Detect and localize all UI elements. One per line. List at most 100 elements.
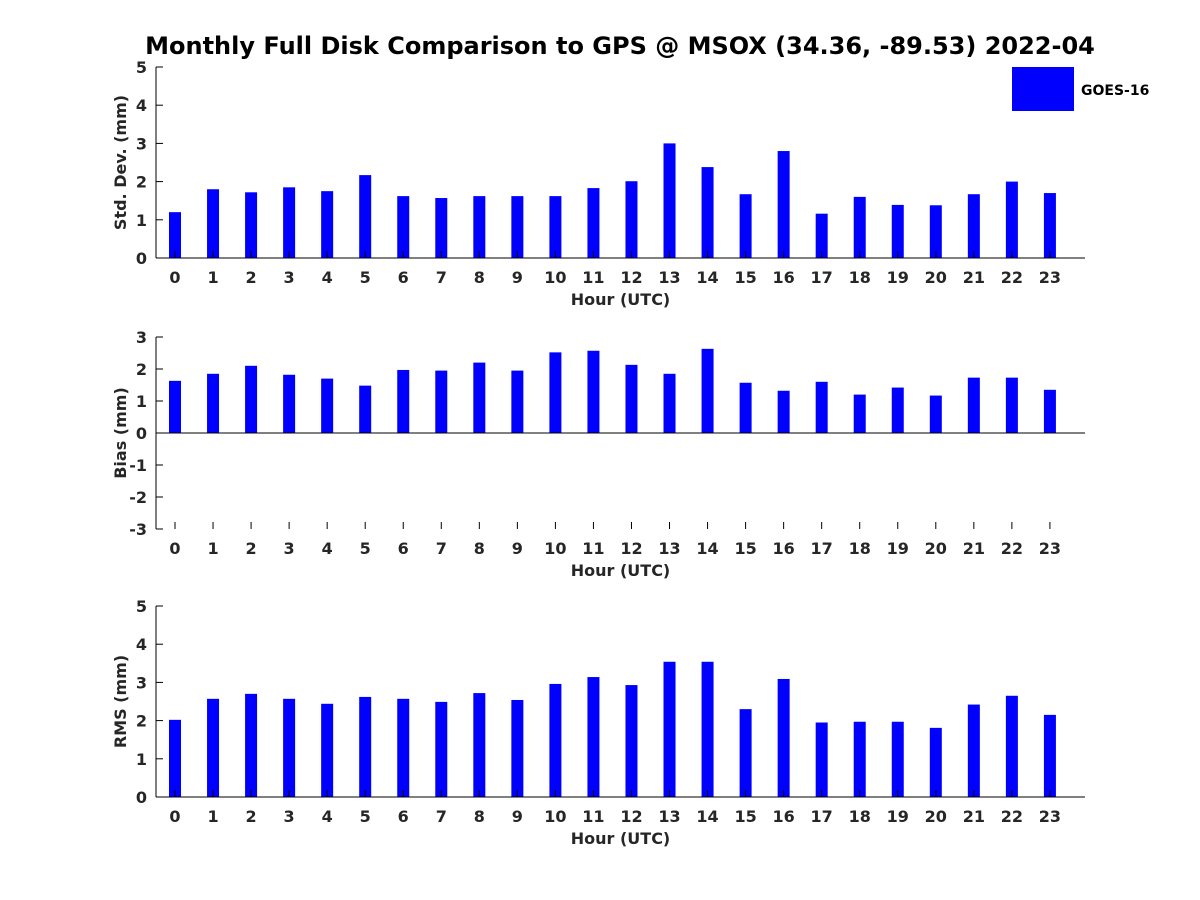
bar: [245, 365, 258, 433]
x-tick-label: 1: [207, 807, 218, 826]
x-tick-label: 22: [1001, 268, 1023, 287]
x-tick-label: 4: [322, 539, 333, 558]
y-tick-label: 3: [136, 134, 147, 153]
x-tick-label: 22: [1001, 539, 1023, 558]
x-tick-label: 1: [207, 268, 218, 287]
bar: [967, 704, 980, 797]
bar: [663, 143, 676, 258]
x-tick-label: 20: [925, 807, 947, 826]
bar: [777, 151, 790, 258]
x-tick-label: 17: [811, 539, 833, 558]
bar: [511, 196, 524, 258]
x-tick-label: 23: [1039, 539, 1061, 558]
x-tick-label: 18: [849, 539, 871, 558]
bar: [777, 390, 790, 433]
x-tick-label: 5: [360, 539, 371, 558]
bar: [1043, 389, 1056, 433]
bar: [511, 370, 524, 433]
x-tick-label: 4: [322, 807, 333, 826]
y-axis-label: RMS (mm): [111, 655, 130, 748]
x-tick-label: 16: [773, 268, 795, 287]
x-tick-label: 19: [887, 807, 909, 826]
x-tick-label: 10: [544, 807, 566, 826]
y-axis-label: Std. Dev. (mm): [111, 95, 130, 230]
bar: [245, 192, 258, 258]
x-tick-label: 13: [658, 268, 680, 287]
bar: [169, 212, 181, 258]
bar: [473, 196, 486, 258]
bar: [853, 721, 866, 797]
x-tick-label: 12: [620, 268, 642, 287]
x-tick-label: 14: [696, 268, 718, 287]
bar: [321, 378, 334, 433]
x-tick-label: 21: [963, 807, 985, 826]
x-tick-label: 19: [887, 539, 909, 558]
x-tick-label: 2: [246, 268, 257, 287]
x-tick-label: 6: [398, 807, 409, 826]
x-tick-label: 21: [963, 268, 985, 287]
x-tick-label: 9: [512, 807, 523, 826]
y-tick-label: 2: [136, 712, 147, 731]
x-tick-label: 12: [620, 807, 642, 826]
x-tick-label: 14: [696, 807, 718, 826]
bar: [435, 198, 448, 258]
y-tick-label: -1: [129, 456, 147, 475]
bar: [283, 698, 296, 797]
x-tick-label: 7: [436, 268, 447, 287]
bar: [1043, 714, 1056, 797]
x-tick-label: 5: [360, 807, 371, 826]
x-tick-label: 3: [284, 268, 295, 287]
bar: [587, 677, 600, 797]
bar: [625, 181, 638, 258]
y-tick-label: 1: [136, 750, 147, 769]
x-tick-label: 13: [658, 807, 680, 826]
bar: [853, 196, 866, 258]
bar: [283, 374, 296, 433]
bar: [891, 204, 904, 258]
y-tick-label: 2: [136, 173, 147, 192]
x-tick-label: 9: [512, 268, 523, 287]
legend-swatch: [1012, 67, 1074, 111]
x-tick-label: 17: [811, 807, 833, 826]
x-tick-label: 3: [284, 807, 295, 826]
bar: [853, 394, 866, 433]
x-tick-label: 18: [849, 268, 871, 287]
x-tick-label: 6: [398, 268, 409, 287]
x-tick-label: 13: [658, 539, 680, 558]
bar: [397, 369, 410, 433]
bar: [815, 381, 828, 433]
x-tick-label: 23: [1039, 807, 1061, 826]
y-tick-label: 0: [136, 424, 147, 443]
bar: [549, 196, 562, 258]
bar: [549, 683, 562, 797]
bar: [663, 661, 676, 797]
y-tick-label: 5: [136, 58, 147, 77]
bar: [815, 722, 828, 797]
x-tick-label: 18: [849, 807, 871, 826]
x-tick-label: 22: [1001, 807, 1023, 826]
x-tick-label: 0: [169, 539, 180, 558]
bar: [929, 395, 942, 433]
x-tick-label: 16: [773, 807, 795, 826]
x-tick-label: 14: [696, 539, 718, 558]
bar: [207, 698, 220, 797]
bar: [283, 187, 296, 258]
bar: [359, 696, 372, 797]
bar: [625, 685, 638, 797]
bar: [929, 727, 942, 797]
bar: [1043, 193, 1056, 258]
bar: [359, 385, 372, 433]
bar: [549, 352, 562, 433]
x-tick-label: 5: [360, 268, 371, 287]
bar: [891, 721, 904, 797]
y-axis-label: Bias (mm): [111, 387, 130, 479]
x-tick-label: 16: [773, 539, 795, 558]
x-tick-label: 7: [436, 539, 447, 558]
x-tick-label: 2: [246, 807, 257, 826]
x-tick-label: 8: [474, 268, 485, 287]
bar: [435, 701, 448, 797]
x-tick-label: 7: [436, 807, 447, 826]
y-tick-label: 4: [136, 635, 147, 654]
